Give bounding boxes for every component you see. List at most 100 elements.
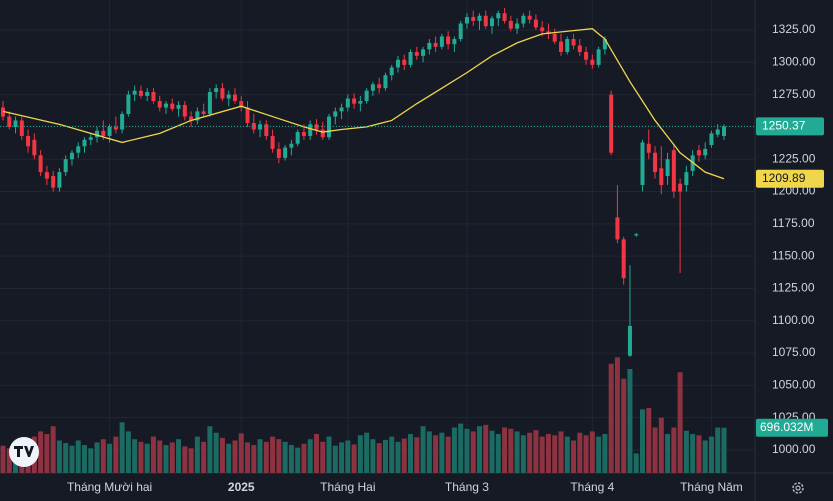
volume-bar [621,378,627,473]
candle-body [602,39,607,50]
volume-bar [288,445,294,473]
candle-body [245,107,250,124]
volume-bar [207,426,213,473]
candle-body [176,104,181,109]
candle-body [88,137,93,140]
last-price-box [756,117,824,136]
volume-bar [119,422,125,473]
candle-body [145,92,150,96]
y-tick-label: 1050.00 [772,378,816,392]
volume-bar [445,436,451,473]
candle-body [609,94,614,153]
settings-icon[interactable] [792,482,804,494]
volume-bar [88,448,94,473]
candle-body [270,135,275,149]
candle-body [276,148,281,158]
candle-body [452,39,457,45]
volume-bar [263,441,269,473]
volume-bar [696,435,702,473]
candle-body [264,124,269,136]
candle-body [471,17,476,21]
volume-bar [370,439,376,473]
volume-bar [182,446,188,473]
volume-bar [339,442,345,473]
x-tick-label: 2025 [228,480,255,494]
x-tick-label: Tháng 4 [570,480,614,494]
candle-body [427,42,432,50]
logo [9,437,39,467]
candle-body [232,94,237,102]
volume-bar [433,435,439,473]
candle-body [433,42,438,47]
candle-body [107,126,112,136]
candle-body [26,135,31,147]
x-tick-label: Tháng Mười hai [67,480,152,494]
volume-bar [451,427,457,473]
candle-body [439,36,444,47]
volume-bar [527,432,533,473]
volume-bar [608,363,614,473]
volume-bar [458,423,464,473]
candle-body [565,39,570,52]
volume-bar [351,444,357,473]
volume-bar [107,443,113,473]
candle-body [715,129,720,135]
volume-value-box [756,418,828,437]
candle-body [533,19,538,28]
volume-bar [382,439,388,473]
volume-bar [194,436,200,473]
volume-bar [219,437,225,473]
ma-value-label: 1209.89 [762,171,806,185]
candle-body [383,75,388,89]
volume-bar [520,435,526,473]
volume-bar [94,442,100,473]
volume-bar [665,434,671,473]
volume-bar [357,435,363,473]
candle-body [665,159,670,177]
candle-body [646,143,651,153]
volume-bar [508,428,514,473]
candle-body [189,116,194,121]
volume-bar [702,440,708,473]
volume-bar [332,445,338,473]
volume-bar [138,441,144,473]
candle-body [345,98,350,108]
y-tick-label: 1300.00 [772,54,816,68]
volume-bar [395,441,401,473]
volume-bar [639,409,645,473]
volume-bar [439,432,445,473]
volume-bar [326,436,332,473]
candle-body [552,33,557,42]
y-tick-label: 1000.00 [772,442,816,456]
candle-body [577,45,582,52]
volume-bar [489,430,495,473]
candle-body [226,94,231,99]
volume-bar [690,434,696,473]
candle-body [389,67,394,76]
volume-bar [476,426,482,473]
candle-body [615,217,620,240]
volume-bar [232,440,238,473]
y-tick-label: 1275.00 [772,87,816,101]
candle-body [634,234,639,236]
candle-body [63,159,68,173]
candle-body [502,13,507,21]
volume-bar [245,442,251,473]
volume-bar [251,445,257,473]
volume-bar [163,445,169,473]
volume-bar [213,432,219,473]
candle-body [57,172,62,188]
volume-bar [483,424,489,473]
candle-body [339,107,344,112]
candle-body [621,239,626,279]
candle-body [402,59,407,65]
candle-body [458,23,463,40]
candle-body [164,103,169,108]
volume-bar [426,431,432,473]
volume-bar [150,436,156,473]
candle-body [69,152,74,160]
candle-body [258,124,263,130]
candle-body [327,116,332,138]
volume-bar [552,435,558,473]
volume-bar [345,440,351,473]
